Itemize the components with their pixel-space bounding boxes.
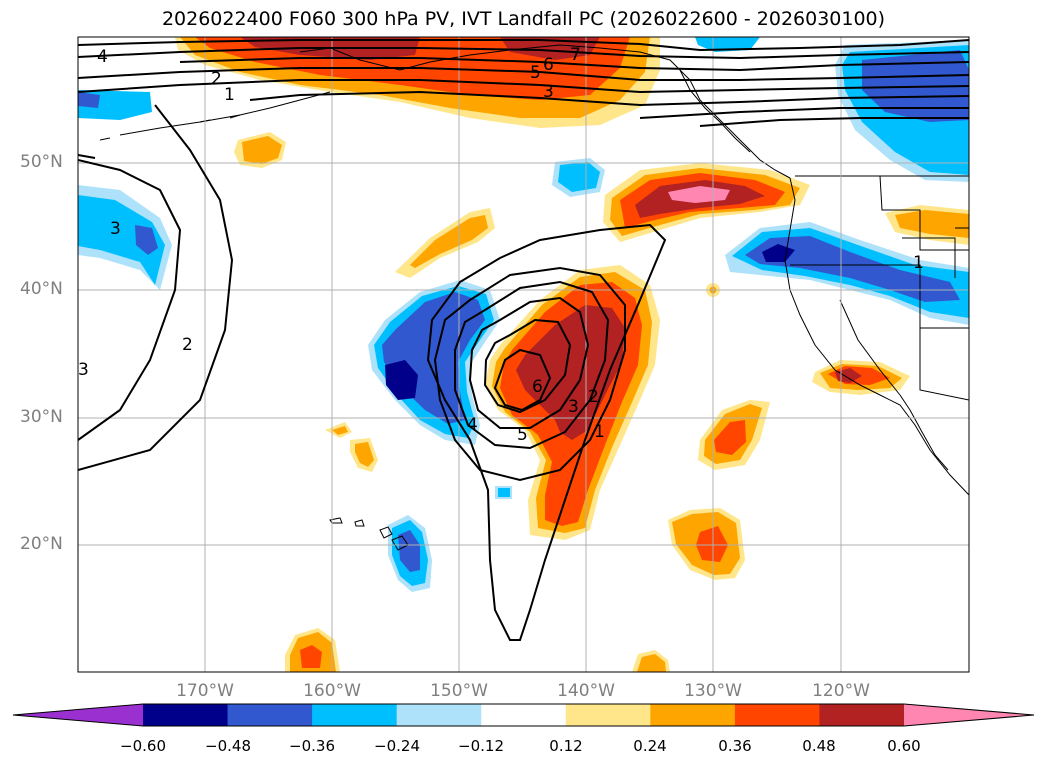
colorbar-tick-label: −0.12 bbox=[458, 737, 504, 755]
map-frame bbox=[77, 36, 970, 673]
contour-label: 4 bbox=[467, 415, 478, 435]
contour-label: 5 bbox=[530, 63, 541, 83]
colorbar-tick-label: −0.36 bbox=[289, 737, 335, 755]
lat-label: 30°N bbox=[20, 407, 63, 427]
map-title: 2026022400 F060 300 hPa PV, IVT Landfall… bbox=[161, 8, 886, 30]
colorbar-segment bbox=[734, 704, 820, 726]
contour-label: 2 bbox=[211, 69, 222, 89]
contour-labels: 4 2 1 7 6 5 3 3 2 1 4 5 6 3 2 1 3 bbox=[78, 45, 924, 445]
colorbar-tick-label: 0.24 bbox=[633, 737, 667, 755]
contour-label: 3 bbox=[543, 82, 554, 102]
pv-contours bbox=[78, 39, 969, 641]
contour-label: 4 bbox=[97, 47, 108, 67]
colorbar-tick-label: 0.60 bbox=[887, 737, 921, 755]
colorbar-segment bbox=[143, 704, 229, 726]
colorbar-tick-label: −0.24 bbox=[374, 737, 420, 755]
lat-label: 40°N bbox=[20, 279, 63, 299]
colorbar-segment bbox=[819, 704, 905, 726]
lon-label: 150°W bbox=[430, 681, 488, 701]
shading-oregon-positive bbox=[603, 163, 810, 242]
colorbar-segment bbox=[565, 704, 651, 726]
lon-label: 130°W bbox=[684, 681, 742, 701]
colorbar-tick-label: −0.60 bbox=[120, 737, 166, 755]
lat-label: 50°N bbox=[20, 152, 63, 172]
colorbar-extend-high bbox=[904, 704, 1034, 726]
contour-label: 6 bbox=[532, 377, 543, 397]
colorbar-segment bbox=[227, 704, 313, 726]
map-body: 4 2 1 7 6 5 3 3 2 1 4 5 6 3 2 1 3 bbox=[78, 37, 969, 672]
lon-label: 140°W bbox=[557, 681, 615, 701]
lat-label: 20°N bbox=[20, 534, 63, 554]
colorbar-tick-label: 0.12 bbox=[549, 737, 583, 755]
colorbar-outline bbox=[12, 703, 1035, 727]
contour-label: 6 bbox=[543, 55, 554, 75]
colorbar bbox=[12, 703, 1035, 727]
lon-label: 120°W bbox=[812, 681, 870, 701]
colorbar-tick-label: 0.36 bbox=[718, 737, 752, 755]
lon-label: 160°W bbox=[303, 681, 361, 701]
contour-label: 1 bbox=[913, 253, 924, 273]
contour-label: 3 bbox=[78, 360, 89, 380]
contour-label: 3 bbox=[110, 219, 121, 239]
colorbar-segment bbox=[312, 704, 398, 726]
contour-label: 2 bbox=[182, 335, 193, 355]
shading-uswest-negative bbox=[725, 222, 969, 325]
contour-label: 2 bbox=[588, 387, 599, 407]
lon-label: 170°W bbox=[176, 681, 234, 701]
contour-label: 1 bbox=[224, 85, 235, 105]
contour-label: 5 bbox=[517, 425, 528, 445]
contour-label: 1 bbox=[594, 422, 605, 442]
shading-west-negative bbox=[78, 185, 172, 290]
contour-label: 3 bbox=[568, 397, 579, 417]
colorbar-tick-label: −0.48 bbox=[205, 737, 251, 755]
colorbar-segment bbox=[396, 704, 482, 726]
contour-label: 7 bbox=[570, 45, 581, 65]
coastlines bbox=[99, 44, 969, 551]
colorbar-extend-low bbox=[13, 704, 143, 726]
colorbar-segment bbox=[481, 704, 567, 726]
colorbar-segment bbox=[650, 704, 736, 726]
colorbar-tick-label: 0.48 bbox=[802, 737, 836, 755]
